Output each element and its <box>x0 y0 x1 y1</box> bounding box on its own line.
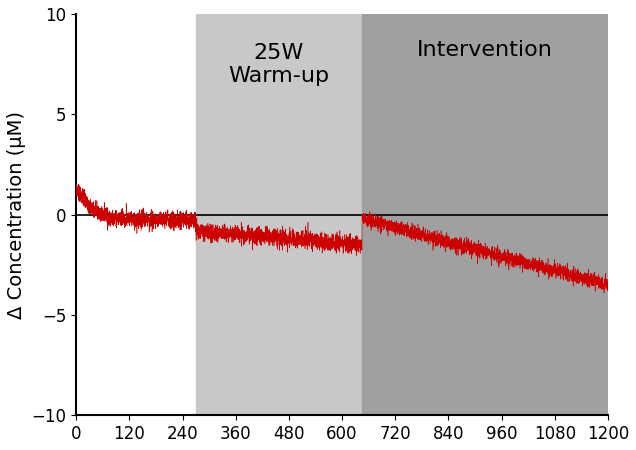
Text: 25W
Warm-up: 25W Warm-up <box>228 42 329 86</box>
Bar <box>362 14 608 415</box>
Text: Intervention: Intervention <box>417 40 553 60</box>
Y-axis label: Δ Concentration (μM): Δ Concentration (μM) <box>7 111 26 319</box>
Bar <box>196 14 362 415</box>
